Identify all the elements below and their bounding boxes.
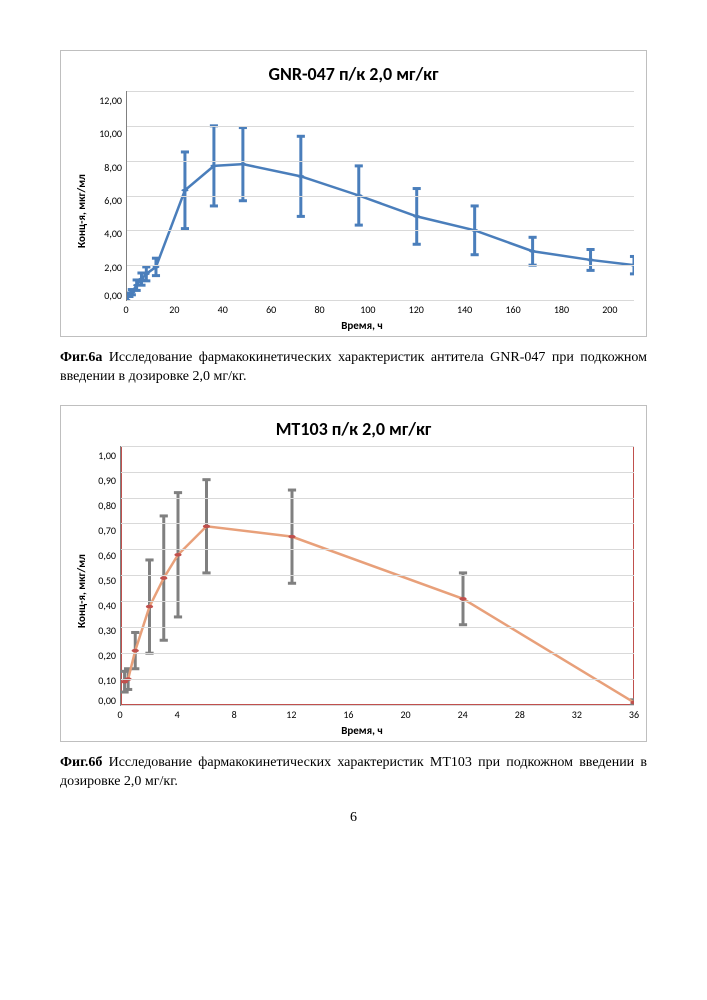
xtick-label: 20	[400, 708, 410, 721]
ytick-label: 0,90	[90, 476, 116, 486]
xtick-label: 120	[409, 303, 424, 316]
xtick-label: 100	[360, 303, 375, 316]
ytick-label: 0,10	[90, 676, 116, 686]
caption-a-label: Фиг.6а	[60, 350, 102, 365]
xtick-label: 4	[175, 708, 180, 721]
xtick-label: 28	[515, 708, 525, 721]
xtick-label: 160	[505, 303, 520, 316]
caption-b: Фиг.6б Исследование фармакокинетических …	[60, 754, 647, 792]
ytick-label: 0,20	[90, 651, 116, 661]
ytick-label: 12,00	[90, 96, 122, 106]
ytick-label: 1,00	[90, 451, 116, 461]
ytick-label: 0,30	[90, 626, 116, 636]
ytick-label: 0,80	[90, 501, 116, 511]
chart-a-plot-area	[126, 91, 634, 301]
chart-b-yticks: 1,00 0,90 0,80 0,70 0,60 0,50 0,40 0,30 0,20 0,10…	[90, 446, 120, 706]
chart-b-ylabel: Конц-я, мкг/мл	[73, 446, 90, 737]
chart-b-xticks: 04812162024283236	[120, 706, 634, 720]
chart-a-xticks: 0 20 40 60 80 100 120 140 160 180 200	[126, 301, 634, 315]
chart-b-plot-wrap: Конц-я, мкг/мл 1,00 0,90 0,80 0,70 0,60 0,50 0…	[73, 446, 634, 737]
xtick-label: 80	[314, 303, 324, 316]
chart-b-xlabel: Время, ч	[90, 724, 634, 737]
chart-a-ylabel: Конц-я, мкг/мл	[73, 91, 90, 332]
xtick-label: 16	[343, 708, 353, 721]
xtick-label: 24	[458, 708, 468, 721]
ytick-label: 0,60	[90, 551, 116, 561]
xtick-label: 36	[629, 708, 639, 721]
xtick-label: 12	[286, 708, 296, 721]
chart-a-title: GNR-047 п/к 2,0 мг/кг	[73, 63, 634, 85]
caption-b-label: Фиг.6б	[60, 755, 102, 770]
xtick-label: 0	[123, 303, 128, 316]
ytick-label: 8,00	[90, 163, 122, 173]
xtick-label: 0	[117, 708, 122, 721]
chart-a-yticks: 12,00 10,00 8,00 6,00 4,00 2,00 0,00	[90, 91, 126, 301]
xtick-label: 60	[266, 303, 276, 316]
ytick-label: 0,00	[90, 291, 122, 301]
xtick-label: 32	[572, 708, 582, 721]
chart-b-frame: МТ103 п/к 2,0 мг/кг Конц-я, мкг/мл 1,00 0…	[60, 405, 647, 742]
ytick-label: 10,00	[90, 129, 122, 139]
page-number: 6	[60, 810, 647, 826]
caption-b-text: Исследование фармакокинетических характе…	[60, 755, 647, 789]
xtick-label: 180	[554, 303, 569, 316]
ytick-label: 0,50	[90, 576, 116, 586]
xtick-label: 140	[457, 303, 472, 316]
ytick-label: 0,70	[90, 526, 116, 536]
xtick-label: 8	[232, 708, 237, 721]
xtick-label: 40	[218, 303, 228, 316]
ytick-label: 0,00	[90, 696, 116, 706]
ytick-label: 0,40	[90, 601, 116, 611]
caption-a-text: Исследование фармакокинетических характе…	[60, 350, 647, 384]
chart-b-title: МТ103 п/к 2,0 мг/кг	[73, 418, 634, 440]
chart-a-plot-wrap: Конц-я, мкг/мл 12,00 10,00 8,00 6,00 4,00 2,0…	[73, 91, 634, 332]
xtick-label: 200	[602, 303, 617, 316]
ytick-label: 4,00	[90, 229, 122, 239]
xtick-label: 20	[169, 303, 179, 316]
ytick-label: 6,00	[90, 196, 122, 206]
ytick-label: 2,00	[90, 263, 122, 273]
caption-a: Фиг.6а Исследование фармакокинетических …	[60, 349, 647, 387]
chart-a-frame: GNR-047 п/к 2,0 мг/кг Конц-я, мкг/мл 12,…	[60, 50, 647, 337]
chart-a-xlabel: Время, ч	[90, 319, 634, 332]
chart-b-plot-area	[120, 446, 634, 706]
